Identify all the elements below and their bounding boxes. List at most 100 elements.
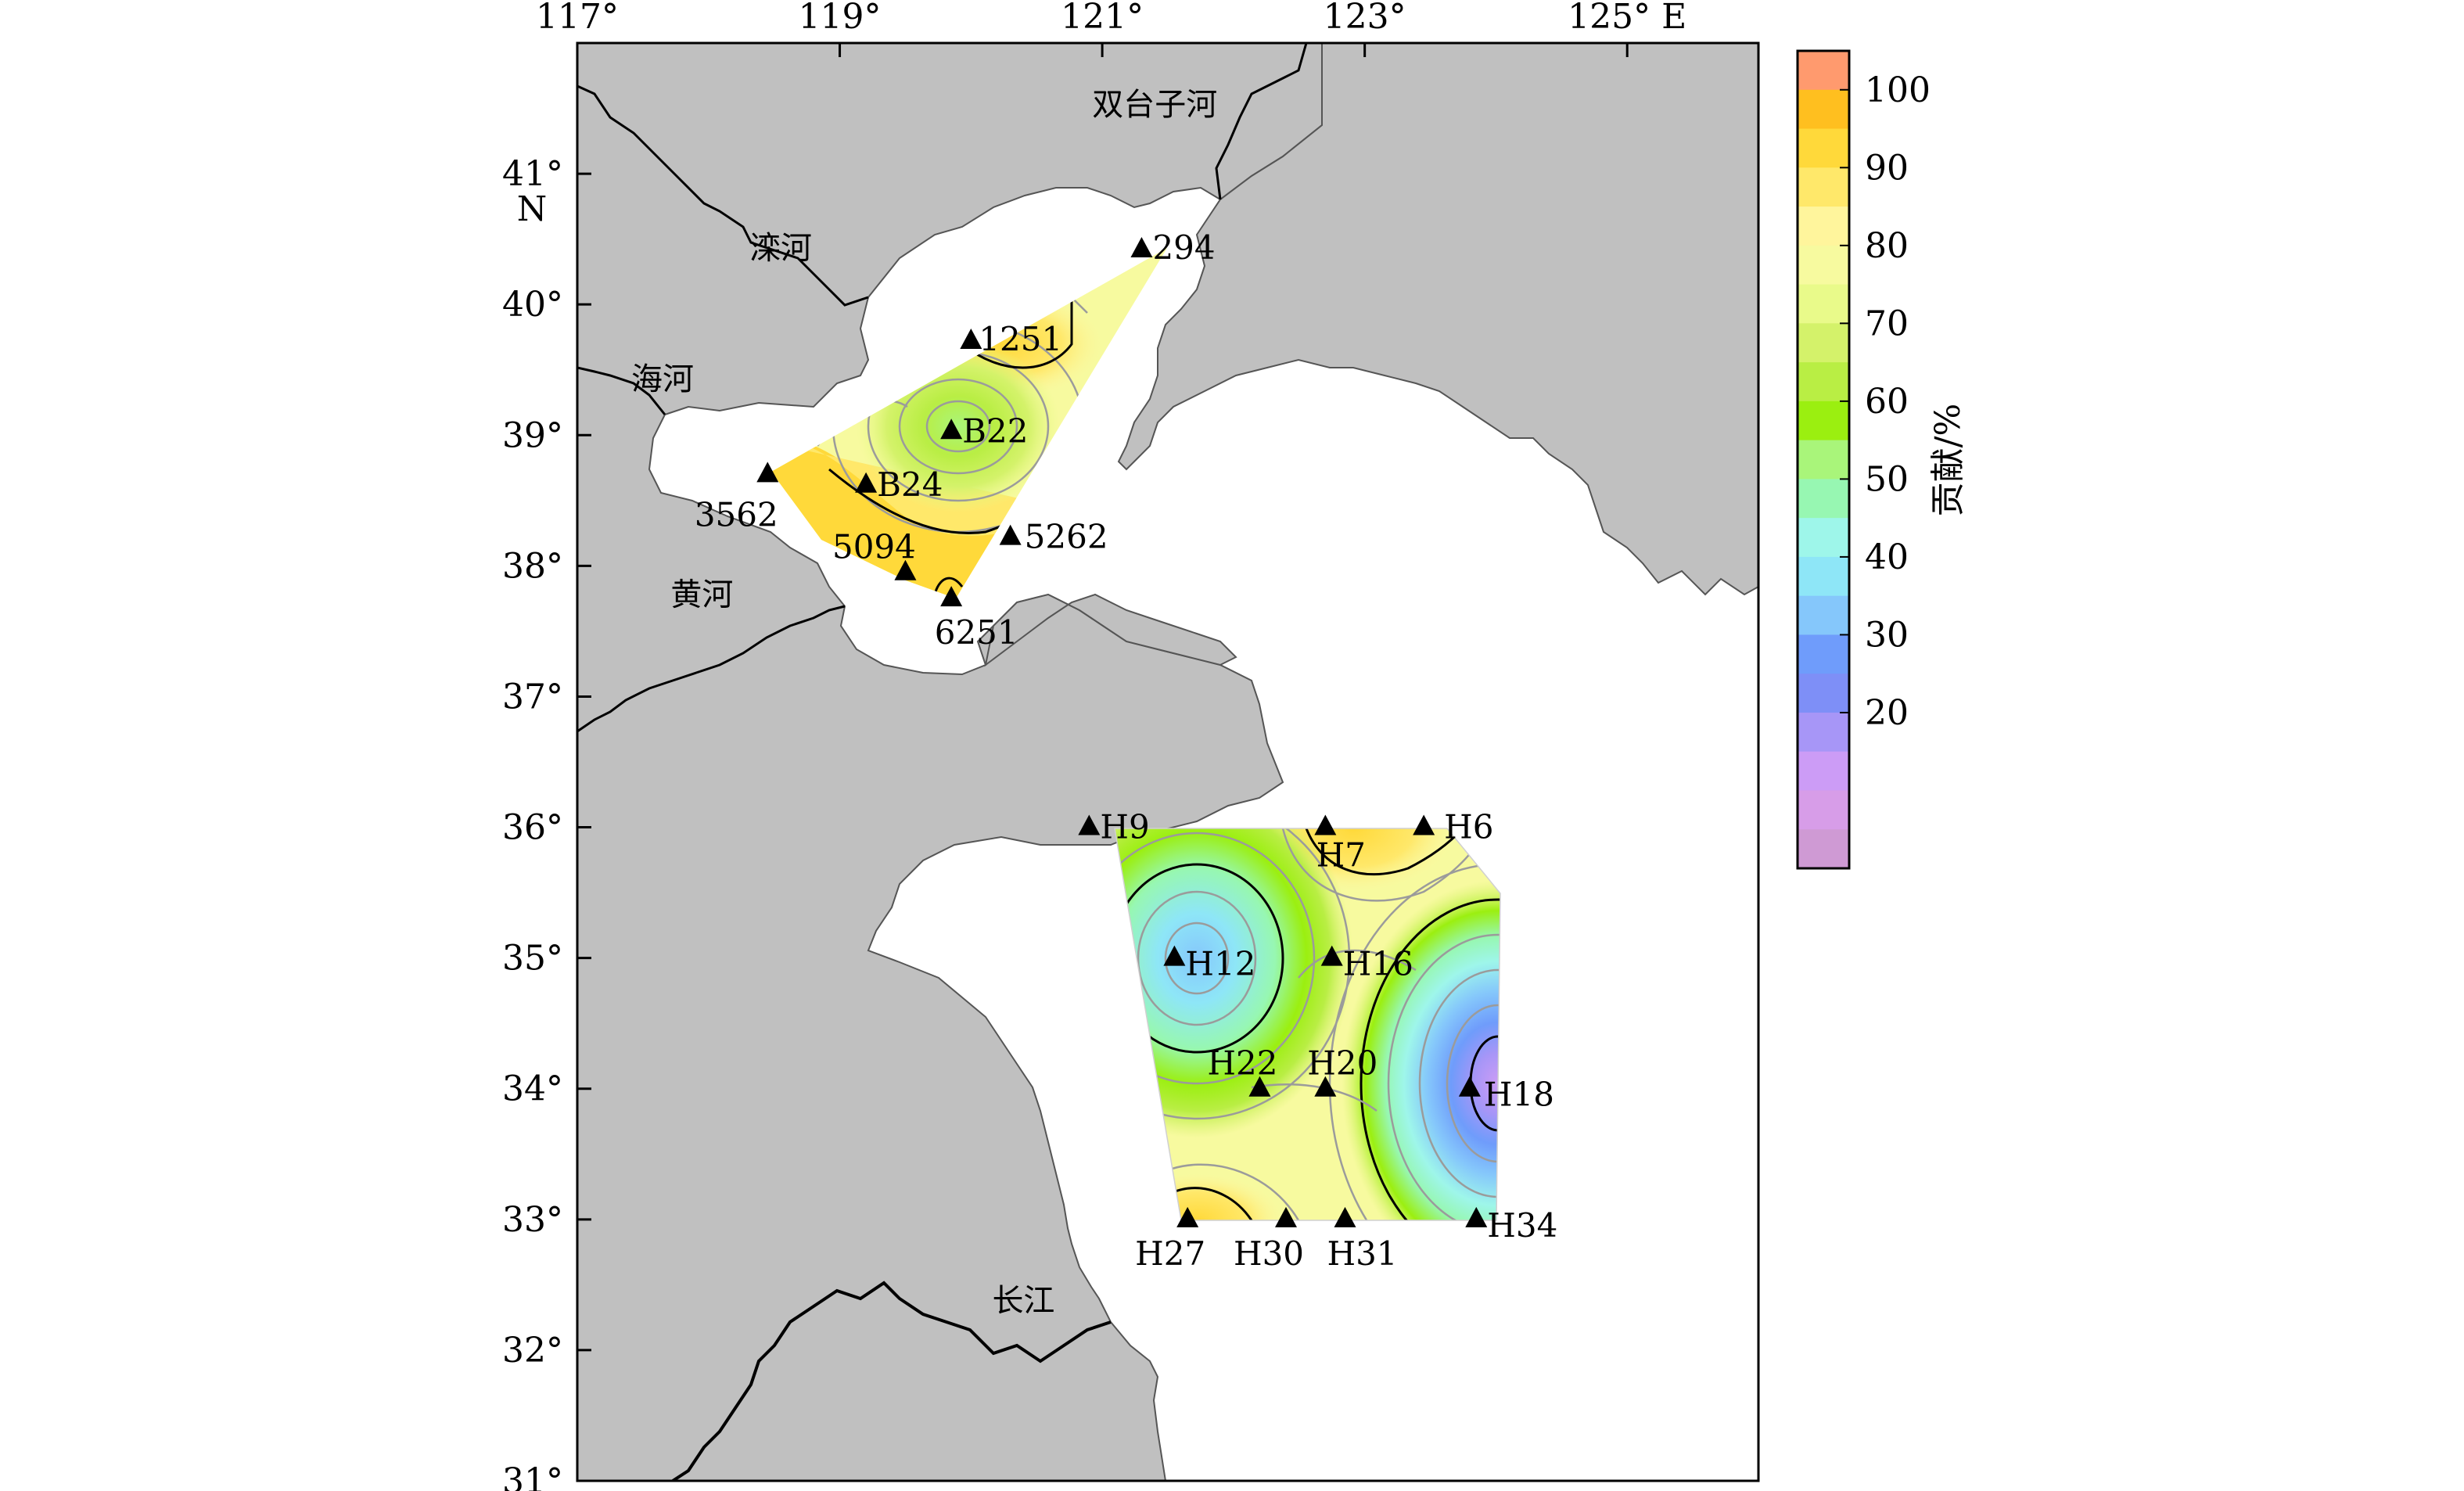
station-label: 5262: [1025, 518, 1108, 556]
station-label: H34: [1487, 1206, 1557, 1245]
station-marker-icon: [1413, 814, 1435, 835]
station-markers: 294 1251 B22 B24 3562 5262 5094 6251 H9 H7 H6 H12 H1…: [695, 228, 1558, 1273]
colorbar-segment: [1798, 440, 1849, 480]
station-label: H22: [1207, 1044, 1277, 1083]
colorbar-labels: 100 90 80 70 60 50 40 30 20: [1840, 70, 1931, 733]
station-marker-icon: [894, 559, 917, 580]
station-marker-icon: [1078, 814, 1101, 835]
station-marker-icon: [1334, 1206, 1356, 1227]
station-label: H16: [1343, 945, 1413, 983]
colorbar-segment: [1798, 207, 1849, 246]
station-marker-icon: [1163, 945, 1186, 966]
lat-tick-label: 36°: [502, 808, 563, 848]
lat-tick-label: 34°: [502, 1069, 563, 1109]
colorbar-segment: [1798, 284, 1849, 324]
lat-tick-label: 35°: [502, 939, 563, 979]
colorbar-segment: [1798, 401, 1849, 441]
colorbar-border: [1796, 49, 1851, 870]
colorbar-label: 60: [1865, 382, 1909, 422]
colorbar-segments: [1798, 51, 1849, 869]
colorbar-label: 20: [1865, 693, 1909, 733]
lon-tick-label: 119°: [799, 0, 882, 37]
station-marker-icon: [1458, 1076, 1481, 1097]
colorbar: 100 90 80 70 60 50 40 30 20 贡献/%: [1796, 49, 1968, 870]
station-label: 3562: [695, 495, 778, 534]
lat-tick-label: 33°: [502, 1200, 563, 1240]
station-label: H27: [1135, 1234, 1205, 1273]
lon-tick-label: 117°: [536, 0, 619, 37]
station-marker-icon: [960, 328, 982, 349]
colorbar-segment: [1798, 634, 1849, 674]
colorbar-segment: [1798, 829, 1849, 869]
colorbar-segment: [1798, 167, 1849, 207]
yellow-river: [577, 605, 846, 733]
lon-tick-label: 121°: [1061, 0, 1144, 37]
yangtze-river: [671, 1281, 1112, 1481]
place-label: 双台子河: [1092, 87, 1217, 123]
station-marker-icon: [1275, 1206, 1297, 1227]
station-marker-icon: [855, 472, 878, 493]
colorbar-segment: [1798, 245, 1849, 286]
colorbar-title: 贡献/%: [1928, 404, 1968, 517]
station-marker-icon: [1314, 1076, 1337, 1097]
colorbar-segment: [1798, 479, 1849, 519]
colorbar-label: 30: [1865, 615, 1909, 655]
north-label: N: [517, 189, 548, 229]
station-label: B24: [877, 465, 943, 504]
station-label: H12: [1185, 945, 1255, 983]
colorbar-segment: [1798, 89, 1849, 130]
station-label: B22: [962, 411, 1028, 450]
station-label: H30: [1234, 1234, 1304, 1273]
colorbar-segment: [1798, 751, 1849, 791]
station-label: H6: [1444, 808, 1493, 846]
eastern-land: [1117, 43, 1758, 596]
colorbar-segment: [1798, 556, 1849, 597]
place-label: 滦河: [749, 231, 812, 267]
station-marker-icon: [999, 524, 1022, 545]
station-marker-icon: [940, 586, 963, 607]
hai-river: [577, 366, 666, 415]
station-marker-icon: [1465, 1206, 1488, 1227]
latitude-ticks: 41° 40° 39° 38° 37° 36° 35° 34° 33° 32° 31°: [502, 154, 591, 1491]
station-marker-icon: [1314, 814, 1337, 835]
lat-tick-label: 41°: [502, 154, 563, 194]
station-label: H18: [1484, 1076, 1554, 1114]
colorbar-segment: [1798, 595, 1849, 635]
station-label: 6251: [935, 613, 1018, 652]
colorbar-segment: [1798, 362, 1849, 402]
shandong-peninsula: [984, 593, 1237, 667]
station-marker-icon: [1130, 237, 1153, 258]
colorbar-label: 50: [1865, 459, 1909, 499]
lat-tick-label: 32°: [502, 1331, 563, 1371]
colorbar-segment: [1798, 128, 1849, 168]
place-label: 长江: [992, 1283, 1054, 1319]
luan-river: [577, 84, 869, 307]
colorbar-label: 40: [1865, 537, 1909, 577]
lon-tick-label: 123°: [1324, 0, 1406, 37]
station-marker-icon: [756, 462, 779, 483]
station-marker-icon: [1248, 1076, 1271, 1097]
colorbar-label: 100: [1865, 70, 1931, 110]
place-label: 海河: [631, 361, 694, 397]
colorbar-segment: [1798, 323, 1849, 363]
colorbar-segment: [1798, 790, 1849, 830]
lat-tick-label: 39°: [502, 415, 563, 455]
colorbar-label: 90: [1865, 148, 1909, 188]
colorbar-label: 80: [1865, 226, 1909, 266]
colorbar-segment: [1798, 712, 1849, 753]
liao-river: [1215, 43, 1308, 200]
lat-tick-label: 37°: [502, 677, 563, 717]
longitude-ticks: 117° 119° 121° 123° 125° E: [536, 0, 1686, 57]
station-label: H7: [1316, 836, 1366, 875]
station-marker-icon: [1176, 1206, 1199, 1227]
station-label: H31: [1327, 1234, 1397, 1273]
lat-tick-label: 38°: [502, 546, 563, 586]
lat-tick-label: 40°: [502, 285, 563, 325]
colorbar-segment: [1798, 674, 1849, 713]
station-label: 5094: [832, 528, 916, 566]
colorbar-segment: [1798, 518, 1849, 558]
place-label: 黄河: [670, 577, 733, 613]
station-label: H20: [1307, 1044, 1377, 1083]
